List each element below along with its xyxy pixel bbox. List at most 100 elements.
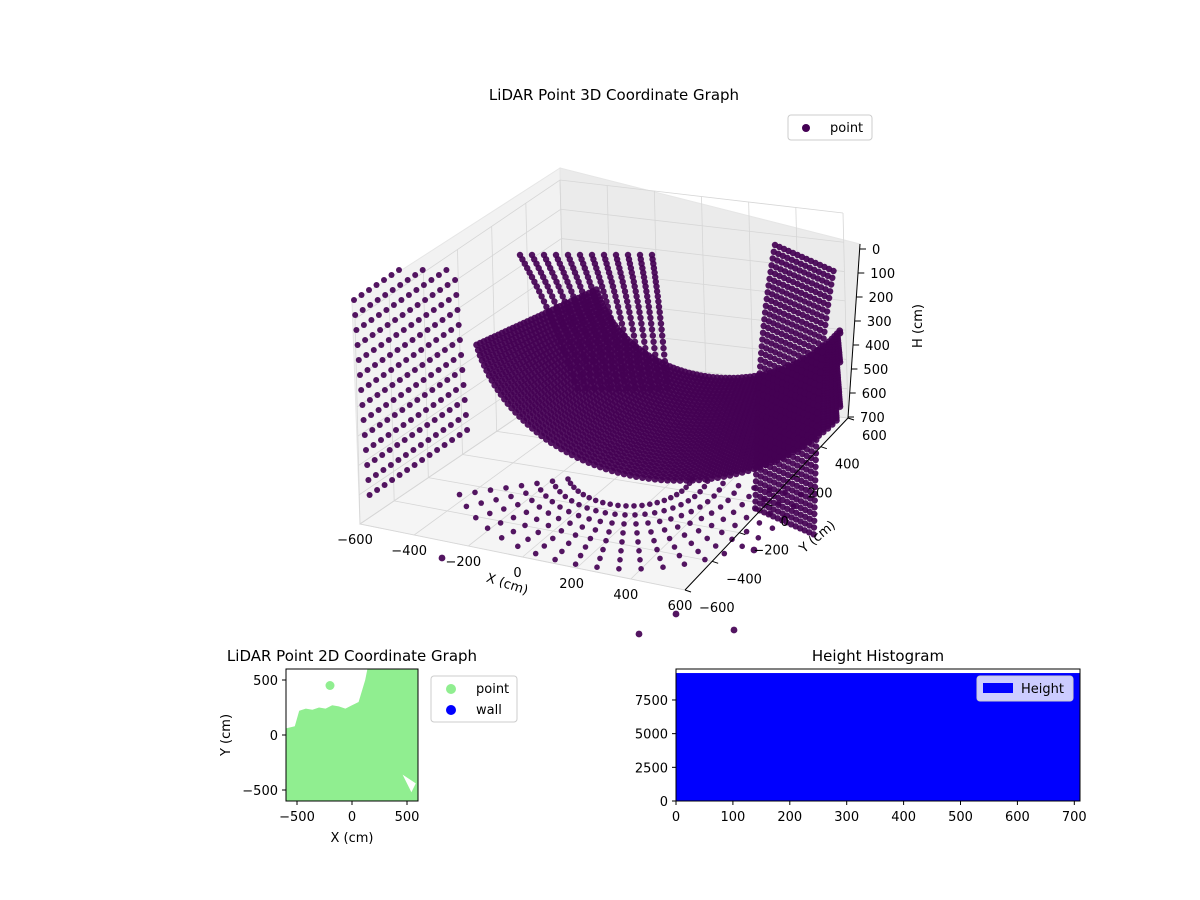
point-marker-3d	[571, 351, 578, 358]
point-marker-3d	[620, 371, 627, 378]
point-marker-3d	[379, 357, 386, 363]
point-marker-3d	[716, 487, 723, 493]
point-marker-3d	[816, 375, 823, 383]
point-marker-3d	[441, 347, 448, 353]
point-marker-3d	[428, 277, 435, 283]
z-tick-label: 100	[870, 267, 895, 282]
point-marker-3d	[597, 518, 604, 525]
point-marker-3d	[580, 491, 587, 498]
point-marker-3d	[453, 387, 459, 393]
point-marker-3d	[394, 442, 401, 448]
point-marker-3d	[462, 412, 469, 418]
point-marker-3d	[603, 298, 610, 305]
point-cloud-3d	[351, 241, 844, 638]
point-marker-3d	[612, 511, 618, 517]
ticks-histogram: 0 100 200 300 400 500 600 700 0 2500 5000 7500	[635, 694, 1087, 825]
point-marker-3d	[574, 332, 581, 339]
point-marker-3d	[644, 357, 651, 365]
point-marker-3d	[640, 332, 647, 339]
point-marker-3d	[597, 378, 604, 385]
point-marker-3d	[739, 543, 745, 550]
point-marker-3d	[654, 546, 660, 553]
point-marker-3d	[591, 357, 598, 365]
point-marker-3d	[645, 303, 652, 310]
point-marker-3d	[606, 529, 612, 535]
point-marker-3d	[568, 288, 575, 295]
y-tick-mark	[712, 560, 719, 564]
point-marker-3d	[359, 402, 366, 408]
point-marker-3d	[355, 357, 362, 363]
point-marker-3d	[581, 326, 588, 333]
point-marker-3d	[589, 320, 596, 327]
point-marker-3d	[681, 532, 688, 538]
point-marker-3d	[515, 501, 521, 508]
point-marker-3d	[411, 462, 418, 468]
point-marker-3d	[566, 338, 574, 345]
point-marker-3d	[729, 536, 735, 543]
point-marker-3d	[565, 540, 572, 547]
point-marker-3d	[689, 476, 695, 482]
point-marker-3d	[634, 351, 641, 358]
point-marker-3d	[593, 332, 600, 339]
point-marker-3d	[704, 498, 711, 505]
point-marker-3d	[620, 326, 627, 333]
point-marker-3d	[436, 382, 443, 388]
point-marker-3d	[405, 292, 412, 298]
point-marker-3d	[629, 326, 636, 333]
point-marker-3d	[424, 422, 431, 428]
point-marker-3d	[447, 312, 453, 318]
point-marker-3d	[445, 297, 452, 303]
point-marker-3d	[600, 357, 607, 365]
point-marker-3d	[619, 539, 625, 545]
point-marker-3d	[813, 423, 821, 430]
point-marker-3d	[606, 309, 613, 316]
point-marker-3d	[579, 320, 587, 327]
point-marker-3d	[456, 337, 463, 343]
point-marker-3d	[384, 322, 391, 328]
point-marker-3d	[657, 314, 664, 321]
point-marker-3d	[659, 332, 666, 339]
point-marker-3d	[523, 509, 530, 516]
point-marker-3d	[624, 298, 631, 305]
point-marker-3d	[818, 355, 825, 362]
point-marker-3d	[404, 467, 411, 473]
point-marker-3d	[370, 347, 377, 353]
x-tick-label-2d: 0	[348, 810, 356, 825]
point-marker-3d	[372, 362, 378, 368]
point-marker-3d	[596, 344, 603, 352]
point-marker-3d	[666, 535, 673, 542]
x-tick-label-histogram: 100	[720, 810, 745, 825]
point-marker-3d	[823, 315, 830, 322]
point-marker-3d	[584, 364, 591, 371]
point-marker-3d	[636, 548, 642, 554]
point-marker-3d	[413, 382, 420, 388]
point-marker-3d	[422, 297, 429, 303]
point-marker-3d	[428, 372, 435, 378]
point-marker-3d	[412, 272, 419, 278]
point-marker-3d	[613, 338, 620, 345]
point-marker-3d	[645, 364, 652, 371]
y-tick-label-histogram: 5000	[635, 728, 668, 743]
point-marker-3d	[656, 309, 663, 316]
point-marker-3d	[456, 491, 463, 498]
point-marker-3d	[380, 467, 387, 473]
point-marker-3d	[592, 527, 599, 533]
point-marker-3d	[829, 274, 836, 281]
point-marker-3d	[719, 529, 725, 536]
z-tick-label: 0	[872, 243, 880, 258]
point-marker-3d	[378, 437, 384, 443]
point-marker-3d	[434, 352, 441, 358]
point-marker-3d	[497, 520, 504, 526]
point-marker-3d	[566, 283, 573, 290]
point-marker-3d	[631, 503, 637, 509]
legend-3d-label: point	[830, 121, 863, 136]
point-marker-3d	[649, 332, 656, 339]
z-tick-label: 600	[862, 387, 887, 402]
point-marker-3d	[389, 287, 396, 293]
point-marker-3d	[811, 504, 818, 511]
point-marker-3d	[814, 402, 822, 410]
point-marker-3d	[697, 488, 703, 495]
point-marker-3d	[638, 320, 645, 327]
point-marker-3d	[368, 412, 375, 418]
point-marker-3d	[564, 332, 571, 339]
